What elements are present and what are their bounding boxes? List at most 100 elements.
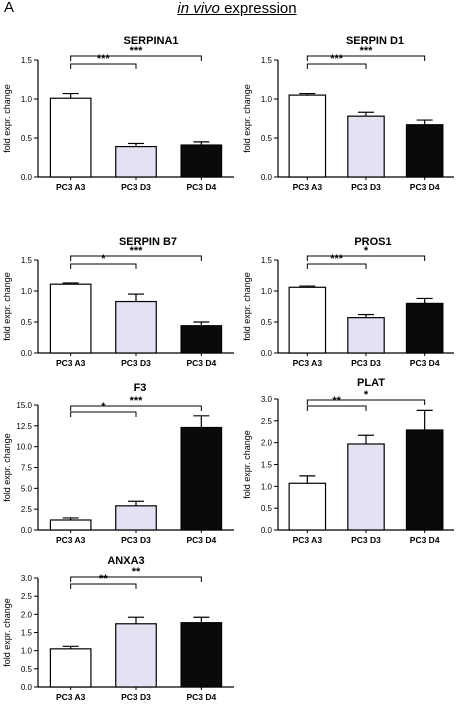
y-tick-label: 1.0 <box>261 95 273 104</box>
bar <box>405 429 444 531</box>
significance-bracket <box>306 263 367 269</box>
y-tick-label: 1.5 <box>261 256 273 265</box>
bar <box>180 144 223 178</box>
y-tick-label: 0.0 <box>21 349 33 358</box>
x-tick-label: PC3 D3 <box>121 692 151 702</box>
bar <box>180 325 223 354</box>
chart-title: SERPIN B7 <box>119 236 177 248</box>
significance-label: * <box>101 401 106 413</box>
y-axis-label: fold expr. change <box>2 272 12 341</box>
y-tick-label: 15.0 <box>16 401 32 410</box>
y-tick-label: 1.5 <box>261 56 273 65</box>
chart-title: SERPINA1 <box>123 35 178 47</box>
chart-title: ANXA3 <box>107 555 144 567</box>
bar <box>49 97 92 178</box>
y-tick-label: 3.0 <box>21 574 33 583</box>
bar <box>288 286 327 354</box>
y-tick-label: 0.0 <box>21 683 33 692</box>
bar <box>49 648 92 688</box>
x-tick-label: PC3 D4 <box>186 692 216 702</box>
significance-label: *** <box>330 53 344 65</box>
significance-label: *** <box>97 53 111 65</box>
y-tick-label: 7.5 <box>21 464 33 473</box>
x-tick-label: PC3 A3 <box>56 182 86 192</box>
significance-bracket <box>306 255 426 261</box>
chart-title: PROS1 <box>354 236 391 248</box>
y-tick-label: 10.0 <box>16 443 32 452</box>
bar <box>347 443 385 531</box>
x-tick-label: PC3 A3 <box>56 535 86 545</box>
chart-title: PLAT <box>357 377 385 389</box>
bar <box>405 124 444 178</box>
y-axis-label: fold expr. change <box>2 433 12 502</box>
bar <box>180 426 223 531</box>
bar <box>49 519 92 531</box>
significance-bracket <box>306 405 367 411</box>
y-tick-label: 2.5 <box>21 592 33 601</box>
x-tick-label: PC3 D3 <box>121 535 151 545</box>
chart-title: SERPIN D1 <box>346 35 404 47</box>
y-axis-label: fold expr. change <box>2 598 12 667</box>
y-tick-label: 0.0 <box>21 173 33 182</box>
significance-label: * <box>101 253 106 265</box>
significance-bracket <box>306 63 367 69</box>
significance-bracket <box>70 55 202 61</box>
y-tick-label: 1.5 <box>21 56 33 65</box>
significance-label: *** <box>130 395 144 407</box>
y-tick-label: 1.5 <box>21 629 33 638</box>
y-tick-label: 0.5 <box>261 134 273 143</box>
x-tick-label: PC3 D3 <box>351 182 381 192</box>
bar <box>347 317 385 354</box>
y-tick-label: 0.0 <box>261 526 273 535</box>
significance-bracket <box>306 399 426 405</box>
figure-title: in vivo expression <box>0 0 474 17</box>
significance-bracket <box>306 55 426 61</box>
chart-title: F3 <box>134 382 147 394</box>
y-tick-label: 0.0 <box>21 526 33 535</box>
x-tick-label: PC3 A3 <box>293 535 323 545</box>
significance-bracket <box>70 263 137 269</box>
y-tick-label: 1.0 <box>21 647 33 656</box>
y-axis-label: fold expr. change <box>2 84 12 153</box>
y-tick-label: 0.0 <box>261 349 273 358</box>
bar <box>115 623 157 688</box>
y-tick-label: 3.0 <box>261 395 273 404</box>
significance-label: ** <box>132 566 141 578</box>
figure-title-rest: expression <box>219 0 297 17</box>
x-tick-label: PC3 D3 <box>121 182 151 192</box>
significance-bracket <box>70 255 202 261</box>
x-tick-label: PC3 D4 <box>410 535 440 545</box>
x-tick-label: PC3 A3 <box>56 692 86 702</box>
y-axis-label: fold expr. change <box>242 430 252 499</box>
y-tick-label: 2.0 <box>21 610 33 619</box>
y-tick-label: 1.5 <box>21 256 33 265</box>
y-tick-label: 1.5 <box>261 461 273 470</box>
y-tick-label: 2.5 <box>21 505 33 514</box>
y-axis-label: fold expr. change <box>242 272 252 341</box>
y-axis-label: fold expr. change <box>242 84 252 153</box>
bar <box>288 482 327 531</box>
significance-label: *** <box>330 253 344 265</box>
y-tick-label: 1.0 <box>261 287 273 296</box>
significance-label: * <box>364 245 369 257</box>
x-tick-label: PC3 A3 <box>56 358 86 368</box>
significance-label: ** <box>332 395 341 407</box>
y-tick-label: 0.5 <box>21 665 33 674</box>
x-tick-label: PC3 D4 <box>186 535 216 545</box>
y-tick-label: 0.0 <box>261 173 273 182</box>
y-tick-label: 2.5 <box>261 417 273 426</box>
significance-bracket <box>70 63 137 69</box>
y-tick-label: 1.0 <box>21 95 33 104</box>
significance-bracket <box>70 576 202 582</box>
bar <box>115 145 157 178</box>
significance-label: * <box>364 389 369 401</box>
bar <box>347 115 385 178</box>
y-tick-label: 2.0 <box>261 439 273 448</box>
significance-label: *** <box>130 45 144 57</box>
x-tick-label: PC3 A3 <box>293 358 323 368</box>
y-tick-label: 1.0 <box>21 287 33 296</box>
x-tick-label: PC3 D4 <box>410 182 440 192</box>
x-tick-label: PC3 D3 <box>121 358 151 368</box>
significance-label: *** <box>360 45 374 57</box>
